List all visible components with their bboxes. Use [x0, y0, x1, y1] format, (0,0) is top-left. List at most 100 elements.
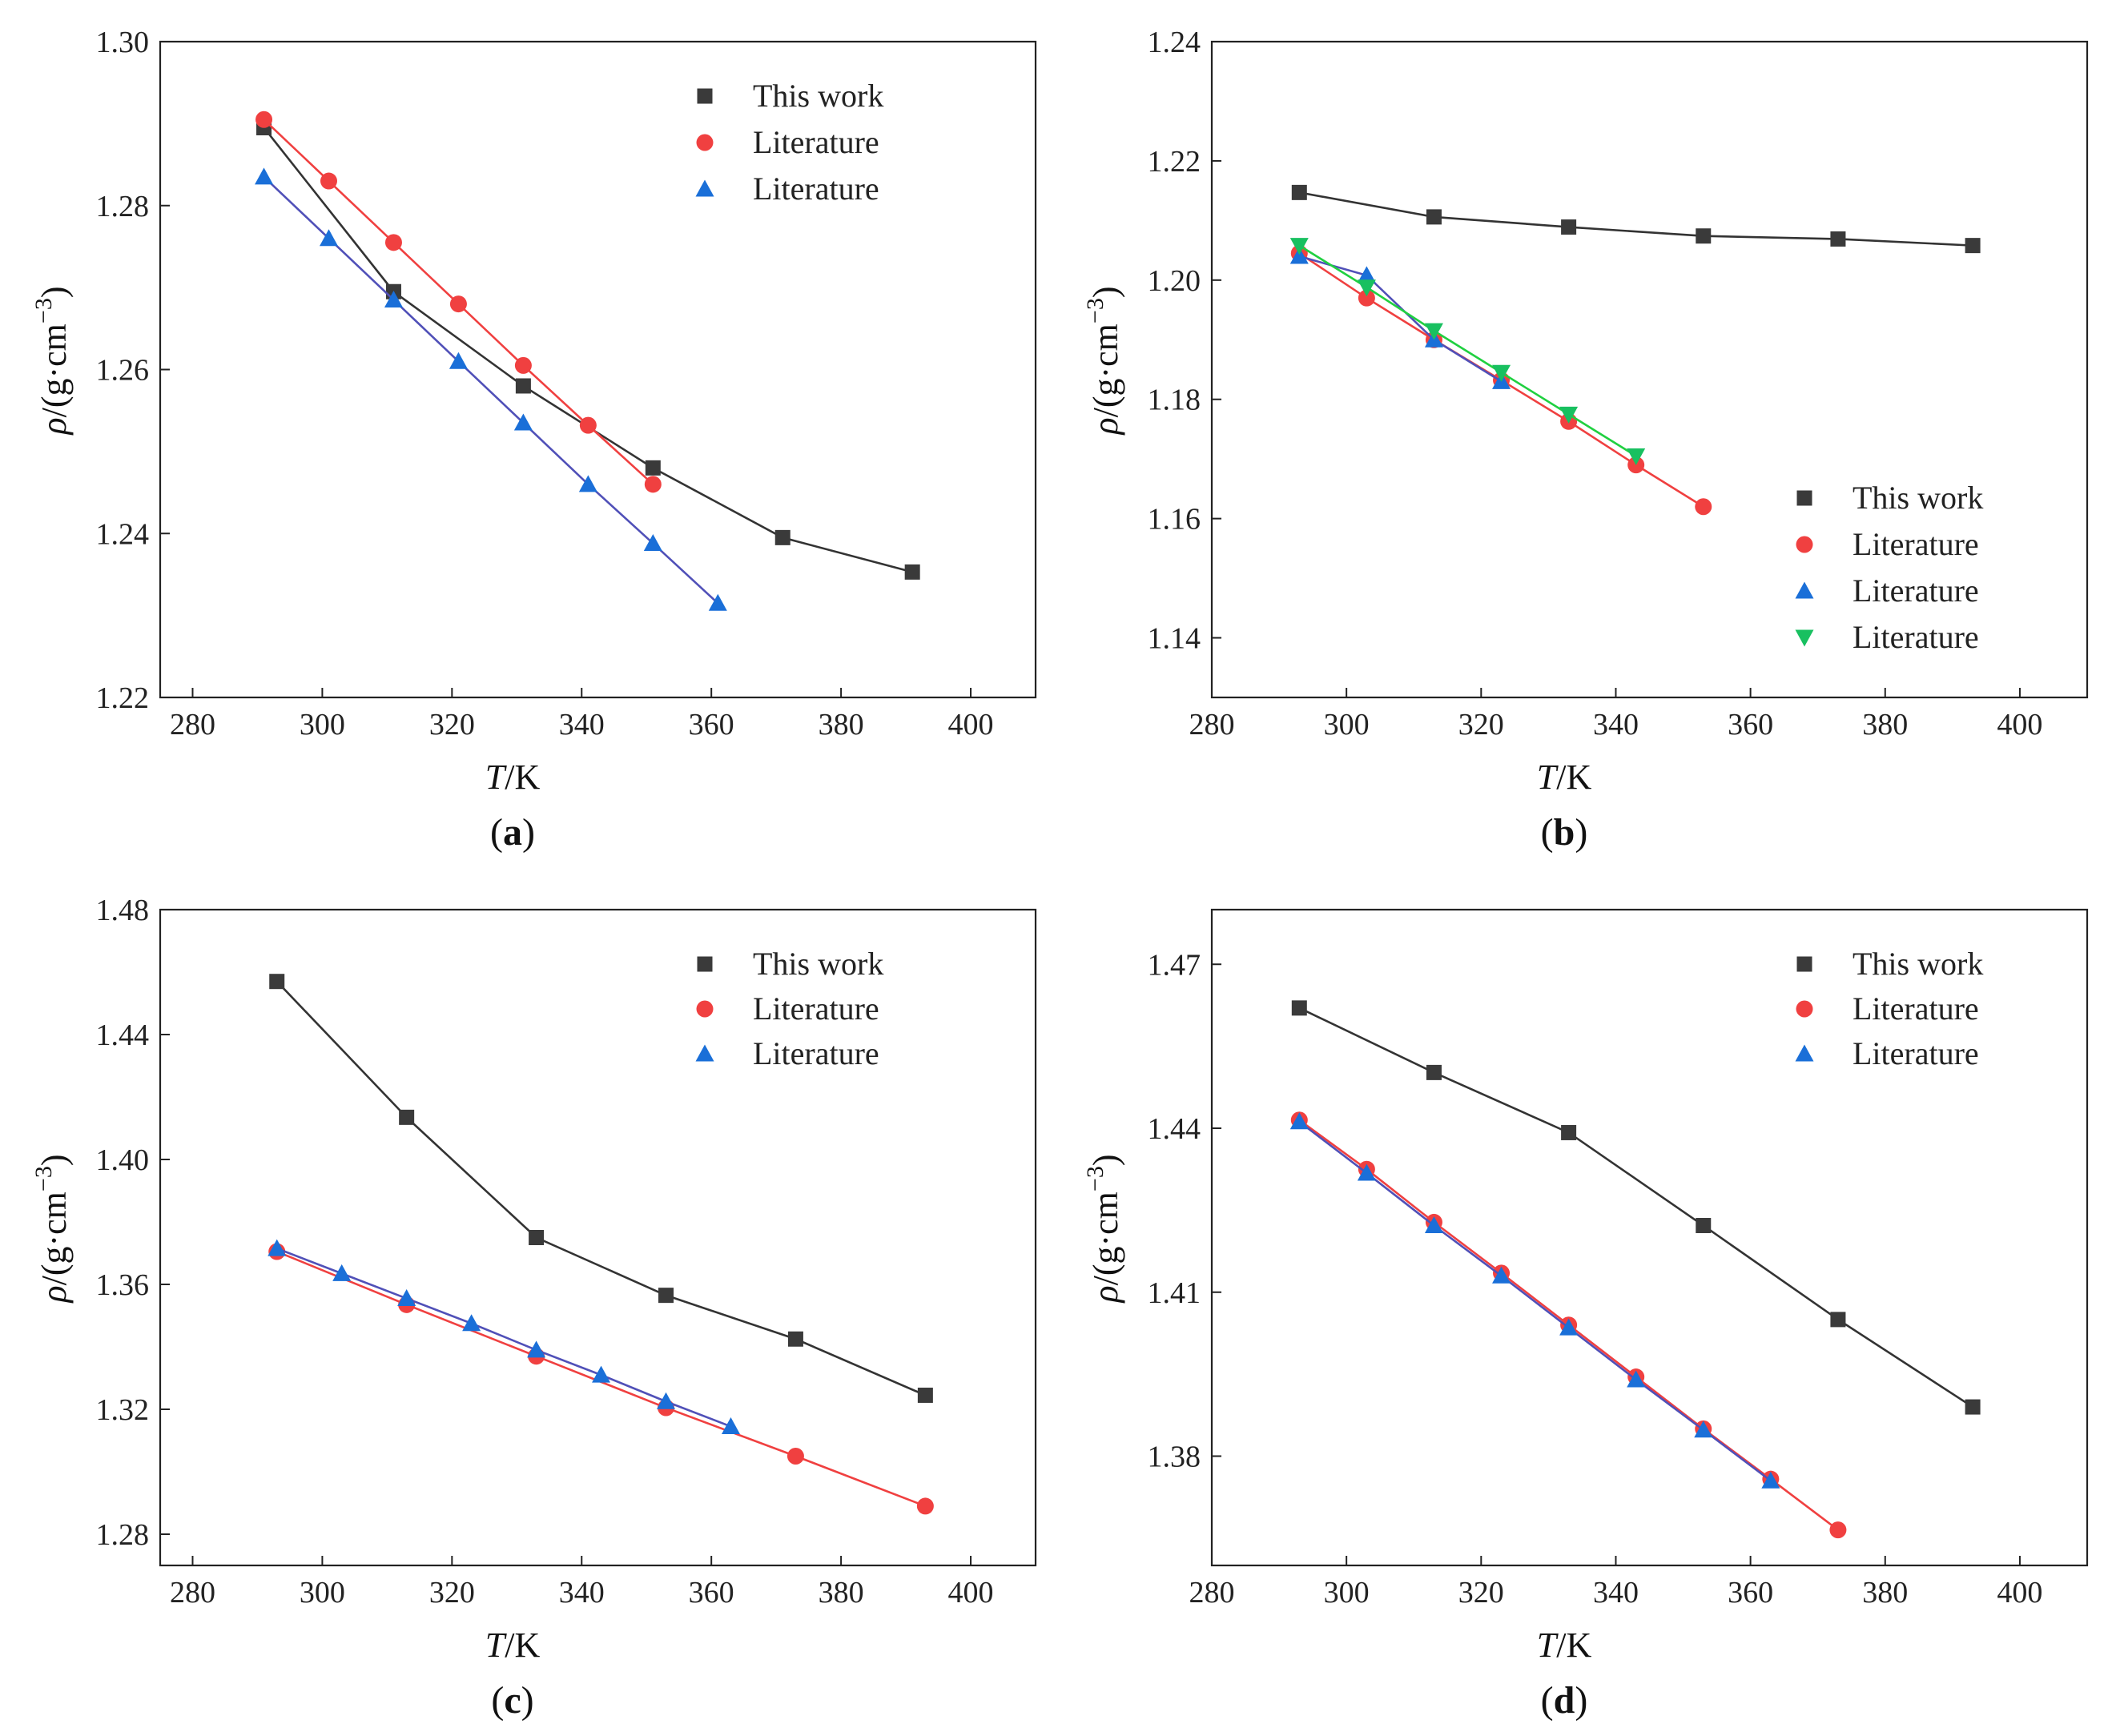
- chart-panel-c: 280 300 320 340 360 380 400 1.28 1.32 1.36 1.40 1.4…: [0, 868, 1052, 1736]
- data-point-c-0-1: [399, 1109, 415, 1125]
- y-tick-label-b-1: 1.16: [1148, 503, 1201, 536]
- x-tick-label-a-3: 340: [559, 708, 605, 741]
- legend-label-b-1: Literature: [1853, 526, 1979, 562]
- series-a-2: [255, 167, 727, 611]
- data-point-a-0-5: [904, 564, 920, 580]
- series-b-3: [1289, 238, 1646, 465]
- data-point-b-0-4: [1830, 231, 1846, 247]
- x-tick-label-b-0: 280: [1189, 708, 1235, 741]
- y-tick-label-c-5: 1.48: [96, 894, 150, 927]
- y-tick-label-c-1: 1.32: [96, 1393, 150, 1427]
- data-point-d-2-5: [1627, 1370, 1646, 1388]
- x-tick-label-b-2: 320: [1458, 708, 1504, 741]
- panel-label-c: (c): [491, 1679, 533, 1722]
- data-point-d-2-6: [1694, 1421, 1713, 1438]
- y-tick-label-a-2: 1.26: [96, 354, 150, 388]
- data-point-a-1-4: [514, 356, 532, 374]
- y-tick-label-b-4: 1.22: [1148, 145, 1201, 179]
- legend-marker-b-0: [1796, 490, 1812, 506]
- x-tick-label-b-4: 360: [1728, 708, 1773, 741]
- x-tick-label-c-1: 300: [300, 1576, 345, 1609]
- x-tick-label-a-6: 400: [948, 708, 994, 741]
- x-tick-label-d-2: 320: [1458, 1576, 1504, 1609]
- x-tick-label-a-1: 300: [300, 708, 345, 741]
- legend-label-d-2: Literature: [1853, 1035, 1979, 1071]
- legend-c: This work Literature Literature: [695, 946, 883, 1071]
- y-axis-title-c: ρ/(g·cm−3): [30, 1155, 74, 1304]
- data-point-c-2-4: [527, 1340, 546, 1358]
- data-point-d-0-2: [1561, 1124, 1577, 1140]
- data-point-c-2-2: [397, 1289, 416, 1307]
- legend-label-a-0: This work: [753, 78, 883, 114]
- x-tick-label-c-6: 400: [948, 1576, 994, 1609]
- data-point-b-2-0: [1289, 247, 1309, 264]
- panel-label-b: (b): [1541, 811, 1588, 854]
- y-tick-label-d-0: 1.38: [1148, 1441, 1201, 1474]
- chart-c-svg: 280 300 320 340 360 380 400 1.28 1.32 1.36 1.40 1.4…: [30, 894, 1037, 1722]
- x-tick-label-d-5: 380: [1862, 1576, 1908, 1609]
- data-point-a-2-0: [255, 167, 274, 185]
- data-point-d-0-0: [1291, 1000, 1307, 1016]
- x-tick-label-b-5: 380: [1862, 708, 1908, 741]
- y-tick-label-a-4: 1.30: [96, 26, 150, 59]
- y-tick-label-d-2: 1.44: [1148, 1112, 1201, 1146]
- series-line-b-0: [1299, 191, 1973, 247]
- x-tick-label-a-0: 280: [170, 708, 215, 741]
- x-tick-label-a-4: 360: [689, 708, 734, 741]
- data-point-b-1-1: [1358, 289, 1375, 307]
- data-point-d-2-0: [1289, 1112, 1309, 1130]
- x-tick-label-c-3: 340: [559, 1576, 605, 1609]
- y-tick-label-c-2: 1.36: [96, 1268, 150, 1302]
- x-tick-label-a-2: 320: [429, 708, 475, 741]
- data-point-b-0-5: [1965, 238, 1981, 254]
- data-point-a-0-3: [645, 460, 661, 476]
- data-point-c-2-5: [592, 1365, 611, 1383]
- data-point-c-2-3: [462, 1314, 481, 1332]
- chart-b-svg: 280 300 320 340 360 380 400 1.14 1.16 1.18 1.20 1.2…: [1082, 26, 2089, 854]
- data-point-a-1-2: [384, 234, 402, 251]
- data-point-d-0-3: [1696, 1217, 1712, 1233]
- data-point-c-1-5: [916, 1497, 934, 1515]
- y-tick-label-a-3: 1.28: [96, 190, 150, 223]
- data-point-b-3-0: [1289, 238, 1309, 255]
- series-c-0: [269, 974, 933, 1403]
- x-tick-label-b-1: 300: [1324, 708, 1370, 741]
- panel-label-a: (a): [490, 811, 535, 854]
- legend-label-a-1: Literature: [753, 124, 879, 160]
- legend-label-d-1: Literature: [1853, 991, 1979, 1027]
- data-point-a-2-7: [708, 593, 727, 611]
- x-tick-label-c-4: 360: [689, 1576, 734, 1609]
- data-point-c-2-1: [332, 1264, 352, 1281]
- legend-b: This work Literature Literature Literature: [1795, 480, 1983, 655]
- y-tick-label-a-1: 1.24: [96, 517, 150, 551]
- data-point-b-3-2: [1424, 323, 1443, 340]
- data-point-b-3-5: [1627, 448, 1646, 465]
- series-line-d-0: [1298, 1007, 1973, 1408]
- data-point-c-0-0: [269, 974, 285, 990]
- legend-marker-b-3: [1795, 629, 1814, 647]
- data-point-d-1-8: [1829, 1521, 1847, 1539]
- series-line-c-0: [276, 980, 926, 1396]
- data-point-d-2-2: [1424, 1216, 1443, 1233]
- x-tick-label-d-0: 280: [1189, 1576, 1235, 1609]
- series-d-2: [1289, 1112, 1780, 1489]
- data-point-c-0-3: [658, 1288, 674, 1304]
- data-point-a-1-0: [255, 111, 273, 128]
- y-tick-label-c-4: 1.44: [96, 1019, 150, 1052]
- series-d-0: [1291, 1000, 1981, 1415]
- data-point-b-0-2: [1561, 219, 1577, 235]
- data-point-b-3-1: [1357, 279, 1376, 297]
- data-point-c-0-4: [787, 1331, 803, 1347]
- chart-panel-d: 280 300 320 340 360 380 400 1.38 1.41 1.44 1.47 T/K…: [1052, 868, 2103, 1736]
- x-tick-label-d-1: 300: [1324, 1576, 1370, 1609]
- legend-marker-b-2: [1795, 581, 1814, 599]
- series-c-2: [268, 1239, 740, 1434]
- y-tick-label-c-0: 1.28: [96, 1518, 150, 1552]
- chart-d-svg: 280 300 320 340 360 380 400 1.38 1.41 1.44 1.47 T/K…: [1082, 908, 2089, 1722]
- data-point-a-2-4: [513, 413, 533, 431]
- data-point-c-1-4: [786, 1448, 804, 1465]
- legend-label-a-2: Literature: [753, 171, 879, 207]
- legend-marker-b-1: [1796, 536, 1813, 553]
- data-point-a-1-1: [320, 172, 338, 190]
- plot-frame-a: [159, 40, 1037, 699]
